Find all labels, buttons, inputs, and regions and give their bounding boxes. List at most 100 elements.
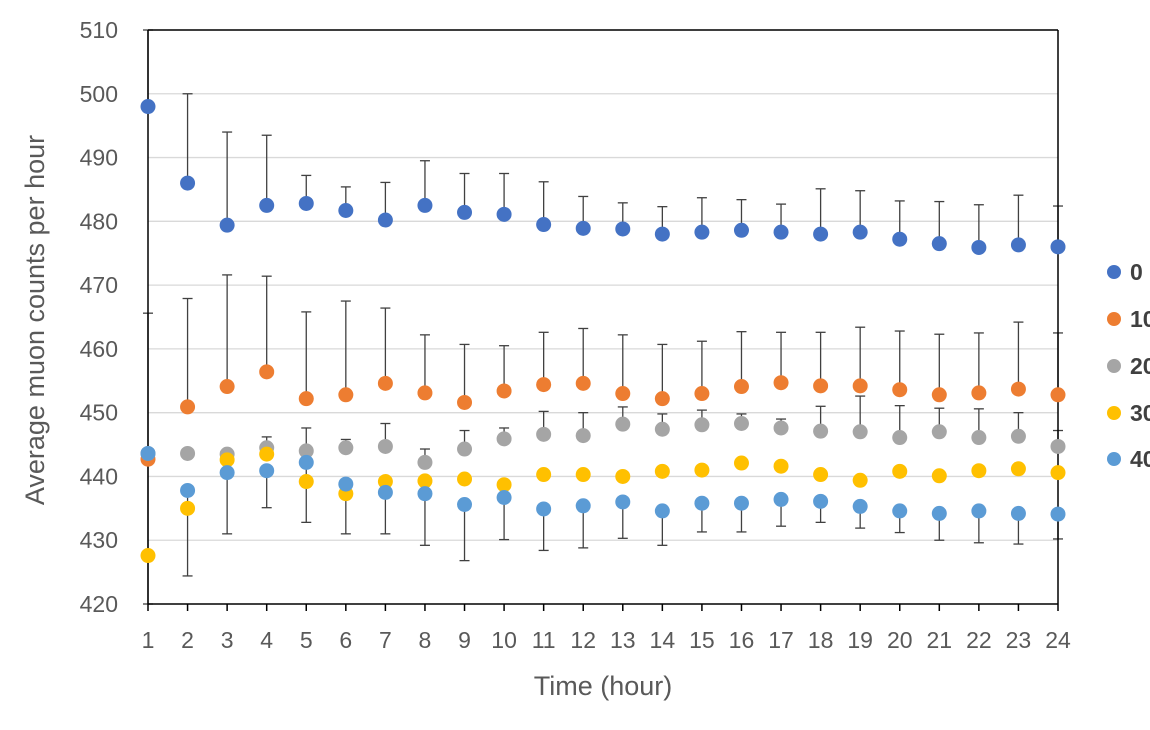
y-tick-label: 480 xyxy=(80,208,118,234)
error-bars xyxy=(143,29,1063,605)
data-point-series-30 xyxy=(971,463,987,479)
data-point-series-10 xyxy=(338,387,354,403)
data-point-series-20 xyxy=(377,438,393,454)
data-point-series-0 xyxy=(1010,237,1026,253)
x-tick-label: 13 xyxy=(610,627,636,653)
data-point-series-20 xyxy=(575,428,591,444)
data-point-series-10 xyxy=(536,377,552,393)
legend-label-10: 10 xyxy=(1130,306,1150,332)
y-tick-labels: 420 430 440 450 460 470 480 490 500 510 xyxy=(80,17,118,617)
legend-label-20: 20 xyxy=(1130,353,1150,379)
y-tick-label: 450 xyxy=(80,400,118,426)
data-point-series-10 xyxy=(457,394,473,410)
data-point-series-30 xyxy=(813,467,829,483)
data-point-series-20 xyxy=(813,423,829,439)
x-tick-label: 24 xyxy=(1045,627,1071,653)
legend: 0 10 20 30 40 xyxy=(1107,259,1150,472)
data-point-series-40 xyxy=(1010,505,1026,521)
data-point-series-30 xyxy=(457,471,473,487)
data-point-series-20 xyxy=(536,426,552,442)
data-point-series-10 xyxy=(1010,381,1026,397)
y-tick-label: 500 xyxy=(80,81,118,107)
data-point-series-0 xyxy=(496,206,512,222)
data-point-series-30 xyxy=(773,458,789,474)
data-point-series-20 xyxy=(931,424,947,440)
data-point-series-20 xyxy=(971,430,987,446)
data-point-series-40 xyxy=(615,494,631,510)
legend-marker-40 xyxy=(1107,452,1121,466)
data-point-series-30 xyxy=(417,473,433,489)
legend-marker-30 xyxy=(1107,406,1121,420)
data-point-series-20 xyxy=(654,421,670,437)
x-tick-label: 20 xyxy=(887,627,913,653)
data-point-series-10 xyxy=(852,378,868,394)
y-tick-label: 440 xyxy=(80,463,118,489)
data-point-series-20 xyxy=(694,417,710,433)
x-tick-label: 5 xyxy=(300,627,313,653)
data-point-series-20 xyxy=(615,416,631,432)
data-point-series-0 xyxy=(180,175,196,191)
data-point-series-0 xyxy=(457,204,473,220)
x-tick-label: 22 xyxy=(966,627,992,653)
data-point-series-30 xyxy=(259,446,275,462)
data-point-series-0 xyxy=(852,224,868,240)
data-point-series-30 xyxy=(298,474,314,490)
data-point-series-20 xyxy=(773,420,789,436)
data-point-series-30 xyxy=(140,548,156,564)
data-point-series-40 xyxy=(892,503,908,519)
data-point-series-10 xyxy=(971,385,987,401)
data-point-series-10 xyxy=(773,375,789,391)
x-tick-label: 7 xyxy=(379,627,392,653)
x-tick-label: 18 xyxy=(808,627,834,653)
data-point-series-0 xyxy=(377,212,393,228)
legend-marker-10 xyxy=(1107,312,1121,326)
data-point-series-40 xyxy=(298,454,314,470)
data-point-series-10 xyxy=(575,375,591,391)
data-point-series-40 xyxy=(813,493,829,509)
data-point-series-30 xyxy=(219,452,235,468)
data-point-series-40 xyxy=(536,501,552,517)
data-point-series-10 xyxy=(219,379,235,395)
data-point-series-20 xyxy=(457,441,473,457)
data-point-series-30 xyxy=(852,472,868,488)
data-point-series-20 xyxy=(338,440,354,456)
data-point-series-20 xyxy=(1050,438,1066,454)
data-point-series-40 xyxy=(852,498,868,514)
data-point-series-30 xyxy=(496,477,512,493)
y-tick-label: 490 xyxy=(80,145,118,171)
x-tick-label: 21 xyxy=(927,627,953,653)
data-point-series-10 xyxy=(615,386,631,402)
data-point-series-0 xyxy=(773,224,789,240)
data-point-series-0 xyxy=(219,217,235,233)
data-point-series-10 xyxy=(892,382,908,398)
x-tick-label: 4 xyxy=(260,627,273,653)
data-point-series-20 xyxy=(892,430,908,446)
data-point-series-0 xyxy=(971,239,987,255)
data-point-series-0 xyxy=(931,236,947,252)
x-tick-label: 11 xyxy=(532,627,556,653)
data-point-series-10 xyxy=(1050,387,1066,403)
data-points xyxy=(140,99,1066,564)
data-point-series-20 xyxy=(417,454,433,470)
data-point-series-0 xyxy=(140,99,156,115)
data-point-series-40 xyxy=(575,498,591,514)
legend-label-40: 40 xyxy=(1130,446,1150,472)
x-tick-label: 17 xyxy=(768,627,794,653)
x-tick-label: 10 xyxy=(491,627,517,653)
data-point-series-40 xyxy=(694,495,710,511)
data-point-series-20 xyxy=(733,416,749,432)
data-point-series-10 xyxy=(931,387,947,403)
legend-label-30: 30 xyxy=(1130,400,1150,426)
x-tick-label: 8 xyxy=(419,627,432,653)
data-point-series-40 xyxy=(377,484,393,500)
x-tick-labels: 1 2 3 4 5 6 7 8 9 10 11 12 13 14 15 16 17 18 19 20 21 22 23 24 xyxy=(142,627,1071,653)
y-tick-label: 420 xyxy=(80,591,118,617)
data-point-series-0 xyxy=(615,221,631,237)
data-point-series-40 xyxy=(219,465,235,481)
data-point-series-40 xyxy=(971,503,987,519)
data-point-series-40 xyxy=(259,463,275,479)
data-point-series-0 xyxy=(259,197,275,213)
x-tick-label: 23 xyxy=(1006,627,1032,653)
data-point-series-20 xyxy=(496,431,512,447)
